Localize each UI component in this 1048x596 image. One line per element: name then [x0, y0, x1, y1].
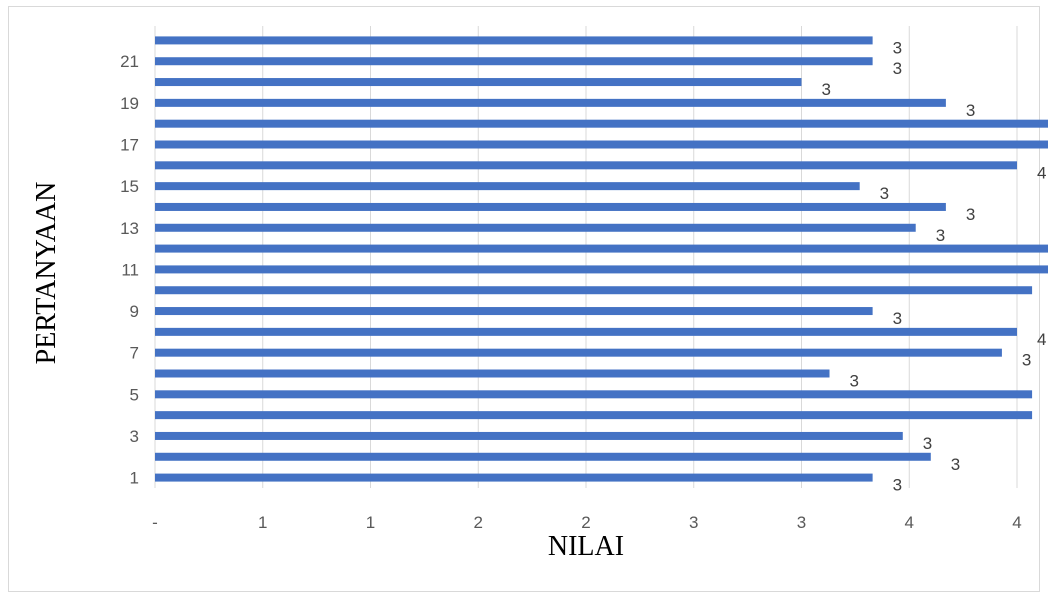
y-tick-label: 11: [121, 260, 139, 279]
y-tick-label: 21: [120, 52, 139, 71]
bar: [155, 140, 1048, 149]
bar: [155, 182, 860, 191]
y-tick-label: 9: [130, 302, 139, 321]
bar: [155, 348, 1002, 357]
data-label: 4: [1037, 163, 1046, 182]
bar: [155, 327, 1017, 336]
x-tick-label: 1: [258, 513, 267, 532]
x-tick-label: 3: [689, 513, 698, 532]
bar: [155, 36, 873, 45]
bar: [155, 202, 946, 211]
x-tick-label: 4: [905, 513, 914, 532]
data-label: 3: [923, 434, 932, 453]
data-label: 3: [966, 101, 975, 120]
y-tick-label: 15: [120, 177, 139, 196]
bars: [155, 36, 1048, 482]
x-tick-label: 1: [366, 513, 375, 532]
data-label: 3: [966, 205, 975, 224]
bar: [155, 265, 1048, 274]
data-label: 3: [880, 184, 889, 203]
data-label: 3: [893, 59, 902, 78]
x-tick-label: 2: [581, 513, 590, 532]
data-label: 3: [936, 226, 945, 245]
bar: [155, 473, 873, 482]
bar: [155, 223, 916, 232]
data-label: 3: [850, 372, 859, 391]
bar: [155, 390, 1033, 399]
bar: [155, 452, 931, 461]
data-label: 3: [1022, 351, 1031, 370]
data-label: 3: [951, 455, 960, 474]
y-tick-label: 17: [120, 136, 139, 155]
bar: [155, 78, 802, 87]
bar: [155, 411, 1033, 420]
y-tick-label: 13: [120, 219, 139, 238]
y-tick-label: 3: [130, 427, 139, 446]
x-tick-label: 2: [474, 513, 483, 532]
data-label: 3: [893, 38, 902, 57]
data-labels: 3334433434443334443333: [822, 38, 1047, 495]
x-tick-label: 3: [797, 513, 806, 532]
bar: [155, 307, 873, 316]
y-tick-label: 1: [130, 469, 139, 488]
data-label: 3: [893, 309, 902, 328]
bar: [155, 286, 1033, 295]
y-tick-label: 7: [130, 344, 139, 363]
x-axis-title: NILAI: [548, 531, 624, 562]
bar: [155, 244, 1048, 253]
data-label: 3: [822, 80, 831, 99]
x-tick-labels: - 1 1 2 2 3 3 4 4: [152, 513, 1022, 532]
y-tick-label: 19: [120, 94, 139, 113]
data-label: 3: [893, 476, 902, 495]
bar: [155, 119, 1048, 128]
bar: [155, 57, 873, 66]
x-tick-label: -: [152, 513, 158, 532]
data-label: 4: [1037, 330, 1046, 349]
bar: [155, 98, 946, 107]
y-tick-label: 5: [130, 385, 139, 404]
bar: [155, 369, 830, 378]
x-tick-label: 4: [1012, 513, 1021, 532]
bar: [155, 161, 1017, 170]
y-axis-title: PERTANYAAN: [31, 182, 62, 365]
bar: [155, 431, 903, 440]
